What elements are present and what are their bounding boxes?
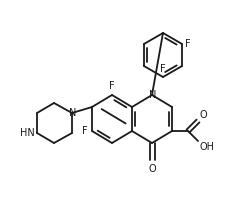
Text: O: O [148,164,156,174]
Text: F: F [82,126,88,136]
Text: N: N [149,90,157,100]
Text: F: F [160,64,166,74]
Text: HN: HN [20,128,35,138]
Text: OH: OH [200,142,215,152]
Text: F: F [109,81,115,91]
Text: F: F [185,39,191,49]
Text: N: N [69,108,77,118]
Text: O: O [200,110,208,120]
